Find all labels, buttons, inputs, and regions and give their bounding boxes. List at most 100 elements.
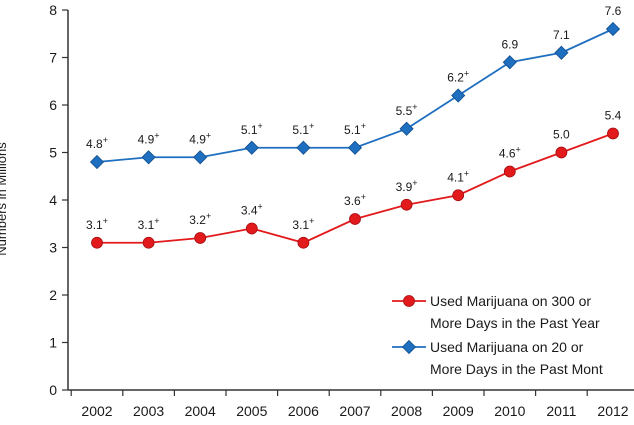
data-point-past-month	[605, 21, 621, 37]
data-label-past-year: 3.9+	[396, 178, 418, 194]
data-label-past-month: 6.9	[501, 37, 518, 51]
legend-label-past-month: More Days in the Past Mont	[430, 361, 603, 377]
data-label-value: 6.2	[447, 71, 464, 85]
data-label-past-year: 5.4	[605, 109, 622, 123]
y-tick-label: 3	[49, 240, 57, 256]
x-tick-label: 2010	[494, 403, 525, 419]
legend-label-past-month: Used Marijuana on 20 or	[430, 339, 584, 355]
data-label-past-year: 4.1+	[447, 168, 469, 184]
data-point-past-year	[297, 236, 310, 249]
y-tick-label: 6	[49, 97, 57, 113]
x-tick-label: 2007	[339, 403, 370, 419]
data-point-past-month	[141, 150, 156, 165]
significance-mark: +	[206, 130, 211, 140]
significance-mark: +	[464, 69, 469, 79]
data-point-past-month	[554, 45, 569, 60]
data-label-past-month: 5.5+	[396, 102, 418, 118]
data-point-past-year	[452, 189, 465, 202]
x-tick-label: 2012	[597, 403, 628, 419]
x-tick-label: 2006	[288, 403, 319, 419]
significance-mark: +	[258, 121, 263, 131]
legend-marker-past-year	[403, 295, 415, 307]
data-label-value: 4.8	[86, 137, 103, 151]
data-label-value: 5.4	[605, 109, 622, 123]
data-point-past-month	[296, 140, 311, 155]
significance-mark: +	[206, 211, 211, 221]
data-label-past-month: 5.1+	[241, 121, 263, 137]
x-tick-label: 2002	[81, 403, 112, 419]
x-tick-label: 2003	[133, 403, 164, 419]
data-point-past-year	[503, 165, 516, 178]
data-label-past-year: 3.2+	[189, 211, 211, 227]
y-tick-label: 5	[49, 145, 57, 161]
data-point-past-month	[89, 154, 105, 170]
x-tick-label: 2008	[391, 403, 422, 419]
y-tick-label: 7	[49, 50, 57, 66]
data-label-value: 3.1	[138, 218, 155, 232]
x-tick-label: 2004	[185, 403, 216, 419]
data-label-past-year: 3.1+	[138, 216, 160, 232]
data-label-value: 5.5	[396, 104, 413, 118]
data-label-value: 3.6	[344, 194, 361, 208]
significance-mark: +	[103, 216, 108, 226]
data-label-value: 5.0	[553, 128, 570, 142]
significance-mark: +	[361, 192, 366, 202]
data-label-value: 5.1	[292, 123, 309, 137]
significance-mark: +	[309, 216, 314, 226]
data-point-past-year	[245, 222, 258, 235]
data-labels: 4.8+ 4.9+ 4.9+ 5.1+ 5.1+ 5.1+5.5+6.2+6.97.17.…	[86, 4, 622, 232]
data-point-past-month	[399, 121, 414, 136]
significance-mark: +	[154, 130, 159, 140]
data-label-past-year: 3.6+	[344, 192, 366, 208]
data-label-past-year: 3.4+	[241, 202, 263, 218]
data-point-past-month	[244, 140, 259, 155]
data-label-past-year: 3.1+	[86, 216, 108, 232]
data-label-value: 3.2	[189, 213, 206, 227]
data-label-value: 7.1	[553, 28, 570, 42]
data-label-value: 3.4	[241, 204, 258, 218]
x-tick-label: 2005	[236, 403, 267, 419]
data-point-past-year	[142, 236, 155, 249]
data-label-past-month: 4.8+	[86, 135, 108, 151]
data-point-past-year	[400, 198, 413, 211]
data-label-value: 4.1	[447, 170, 464, 184]
y-tick-label: 4	[49, 192, 57, 208]
data-label-value: 4.9	[189, 132, 206, 146]
data-point-past-month	[347, 140, 363, 155]
data-point-past-month	[502, 55, 517, 70]
significance-mark: +	[103, 135, 108, 145]
data-label-value: 4.6	[499, 147, 516, 161]
data-point-past-month	[451, 88, 466, 103]
y-tick-label: 2	[49, 287, 57, 303]
significance-mark: +	[154, 216, 159, 226]
series-markers	[89, 21, 621, 249]
data-label-past-month: 5.1+	[292, 121, 314, 137]
significance-mark: +	[516, 145, 521, 155]
data-label-value: 7.6	[605, 4, 622, 18]
data-label-past-month: 6.2+	[447, 69, 469, 85]
x-tick-label: 2009	[443, 403, 474, 419]
legend-marker-past-month	[401, 339, 417, 355]
significance-mark: +	[464, 168, 469, 178]
data-label-value: 3.1	[292, 218, 309, 232]
axes: 0 1 2 3 4 5 6 7 8 2002 2003 2004 2005 2006 2007 2008 200…	[49, 2, 634, 419]
data-label-past-year: 5.0	[553, 128, 570, 142]
data-label-past-year: 3.1+	[292, 216, 314, 232]
data-point-past-year	[607, 127, 619, 140]
data-label-past-month: 5.1+	[344, 121, 366, 137]
data-point-past-year	[91, 236, 103, 249]
significance-mark: +	[258, 202, 263, 212]
x-tick-label: 2011	[546, 403, 576, 419]
data-label-past-month: 7.1	[553, 28, 570, 42]
data-point-past-year	[555, 146, 568, 159]
data-label-value: 6.9	[501, 37, 518, 51]
significance-mark: +	[412, 102, 417, 112]
data-label-past-month: 7.6	[605, 4, 622, 18]
data-label-past-month: 4.9+	[189, 130, 211, 146]
y-axis-label: Numbers in Millions	[0, 142, 9, 256]
y-tick-label: 1	[49, 335, 57, 351]
data-label-value: 4.9	[138, 132, 155, 146]
significance-mark: +	[361, 121, 366, 131]
data-point-past-year	[349, 213, 361, 225]
